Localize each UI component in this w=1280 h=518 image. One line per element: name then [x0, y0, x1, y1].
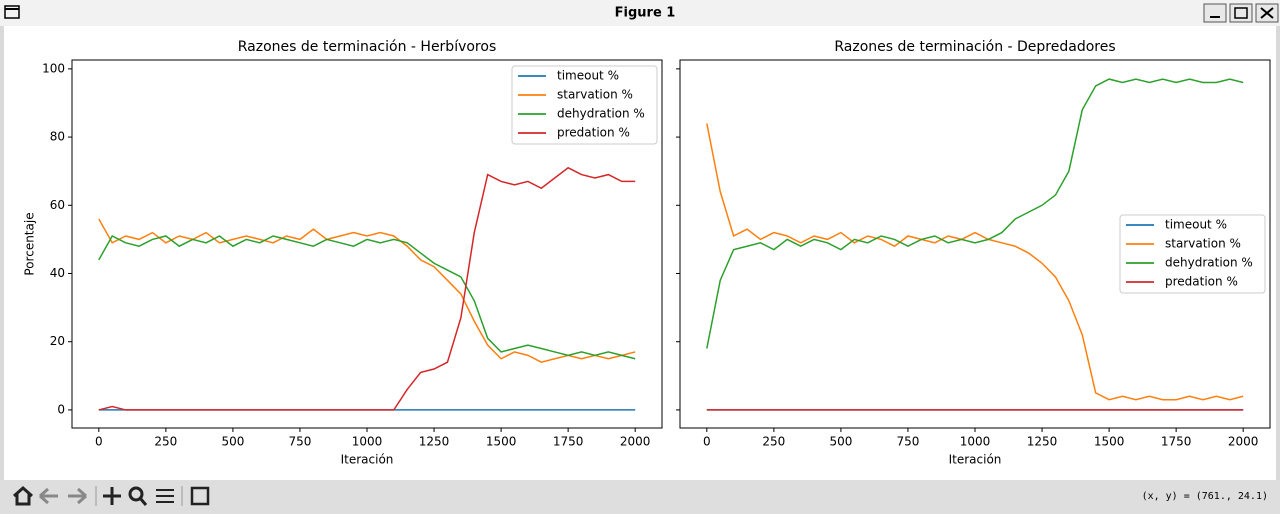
legend — [1119, 214, 1266, 294]
configure-button[interactable] — [156, 489, 174, 503]
window-border — [0, 26, 4, 480]
x-tick-label: 2000 — [620, 435, 651, 449]
x-tick-label: 250 — [154, 435, 177, 449]
x-tick-label: 750 — [897, 435, 920, 449]
x-tick-label: 250 — [762, 435, 785, 449]
x-tick-label: 1750 — [553, 435, 584, 449]
x-tick-label: 500 — [829, 435, 852, 449]
window-title: Figure 1 — [615, 6, 676, 21]
legend-label: dehydration % — [557, 107, 645, 121]
x-tick-label: 2000 — [1228, 435, 1259, 449]
x-axis-label: Iteración — [949, 453, 1002, 467]
home-button[interactable] — [13, 485, 33, 506]
legend-label: predation % — [1165, 275, 1238, 289]
y-tick-label: 80 — [50, 130, 65, 144]
y-tick-label: 20 — [50, 334, 65, 348]
legend-label: starvation % — [1165, 237, 1241, 251]
x-tick-label: 1250 — [1027, 435, 1058, 449]
data-line — [98, 218, 636, 363]
y-tick-label: 0 — [57, 402, 65, 416]
x-tick-label: 0 — [703, 435, 711, 449]
x-tick-label: 1750 — [1161, 435, 1192, 449]
toolbar — [0, 480, 1280, 514]
legend-label: predation % — [557, 126, 630, 140]
status-text: (x, y) = (761., 24.1) — [1142, 491, 1268, 502]
window-border — [1276, 26, 1280, 480]
pan-button[interactable] — [103, 487, 121, 505]
close-icon — [1260, 7, 1274, 19]
zoom-button[interactable] — [128, 486, 144, 502]
forward-button[interactable] — [68, 487, 87, 505]
x-tick-label: 1500 — [486, 435, 517, 449]
legend-label: timeout % — [557, 69, 619, 83]
x-tick-label: 1000 — [352, 435, 383, 449]
y-tick-label: 60 — [50, 198, 65, 212]
data-line — [98, 234, 636, 360]
x-tick-label: 500 — [221, 435, 244, 449]
save-button[interactable] — [190, 486, 210, 506]
y-axis-label: Porcentaje — [23, 212, 37, 275]
x-tick-label: 1000 — [960, 435, 991, 449]
x-tick-label: 750 — [289, 435, 312, 449]
maximize-button[interactable] — [1229, 3, 1253, 23]
legend-label: timeout % — [1165, 218, 1227, 232]
chart-title: Razones de terminación - Herbívoros — [238, 39, 497, 55]
title-bar — [0, 0, 1280, 26]
zoom-handle — [138, 497, 148, 506]
y-tick-label: 100 — [42, 61, 65, 75]
data-line — [706, 123, 1244, 401]
legend-label: dehydration % — [1165, 256, 1253, 270]
y-tick-label: 40 — [50, 266, 65, 280]
x-tick-label: 1250 — [419, 435, 450, 449]
data-line — [98, 166, 636, 411]
x-tick-label: 1500 — [1094, 435, 1125, 449]
window-icon — [4, 5, 20, 19]
legend — [511, 65, 658, 145]
chart-title: Razones de terminación - Depredadores — [834, 39, 1115, 55]
window-buttons[interactable] — [1203, 3, 1279, 23]
x-axis-label: Iteración — [341, 453, 394, 467]
x-tick-label: 0 — [95, 435, 103, 449]
minimize-button[interactable] — [1203, 3, 1227, 23]
back-button[interactable] — [39, 487, 58, 505]
legend-label: starvation % — [557, 88, 633, 102]
data-line — [706, 78, 1244, 349]
maximize-icon — [1234, 7, 1248, 19]
